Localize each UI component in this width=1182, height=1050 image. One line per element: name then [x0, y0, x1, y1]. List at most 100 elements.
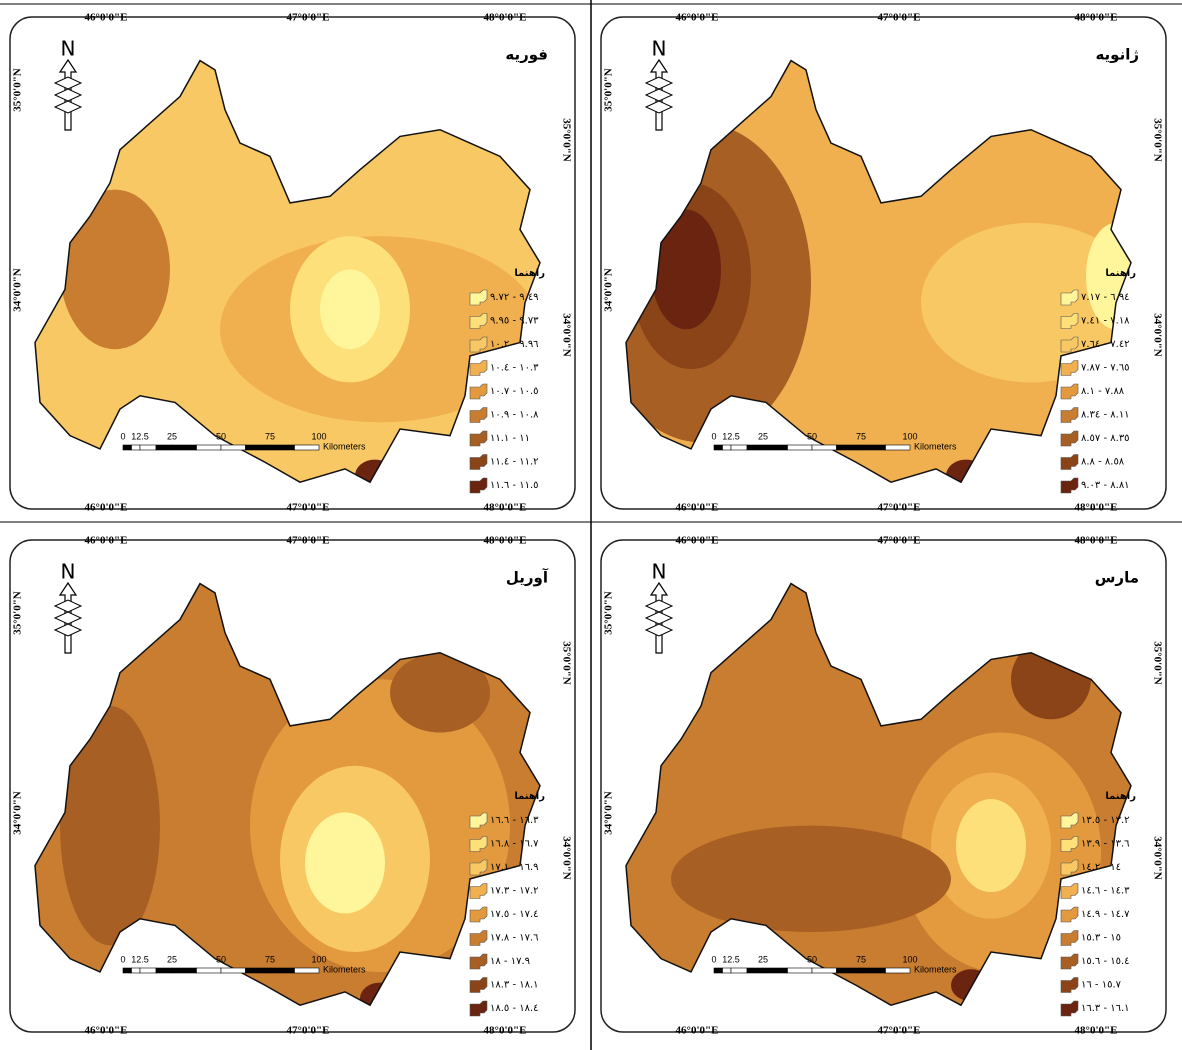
scale-tick-label: 12.5 — [131, 431, 149, 441]
latitude-label: 35°0'0"N — [12, 591, 24, 635]
scale-segment — [155, 444, 173, 451]
scale-segment — [131, 967, 141, 974]
legend-swatch — [1060, 1000, 1079, 1017]
legend-swatch — [1060, 313, 1079, 329]
legend-label: ١٧.٢ - ١٧.٣ — [490, 886, 539, 897]
legend-label: ٩.٧٣ - ٩.٩٥ — [490, 316, 539, 327]
scale-tick-label: 25 — [758, 431, 768, 441]
latitude-label: 34°0'0"N — [603, 268, 615, 312]
scale-tick-label: 75 — [265, 954, 275, 964]
scale-segment — [762, 967, 788, 974]
legend-label: ١٤ - ١٤.٢ — [1081, 862, 1121, 873]
legend-label: ٧.٤٢ - ٧.٦٤ — [1081, 339, 1130, 350]
latitude-label: 35°0'0"N — [1151, 118, 1163, 162]
legend-swatch — [469, 313, 488, 329]
latitude-label: 34°0'0"N — [603, 791, 615, 835]
legend-swatch — [469, 977, 488, 993]
scale-segment — [122, 967, 132, 974]
north-arrow-layer — [644, 88, 674, 102]
longitude-label: 46°0'0"E — [676, 535, 719, 547]
north-arrow-layer — [53, 100, 83, 114]
legend-swatch — [469, 812, 488, 829]
scale-tick-label: 50 — [807, 954, 817, 964]
scale-segment — [713, 967, 723, 974]
legend-swatch — [1060, 977, 1079, 993]
north-label: N — [652, 37, 667, 61]
latitude-label: 35°0'0"N — [603, 68, 615, 112]
scale-tick-label: 50 — [216, 954, 226, 964]
legend-label: ١٥ - ١٥.٣ — [1081, 933, 1121, 944]
longitude-label: 47°0'0"E — [287, 12, 330, 24]
legend-swatch — [1060, 883, 1079, 899]
legend-swatch — [469, 360, 488, 376]
scale-segment — [294, 444, 320, 451]
legend-swatch — [1060, 477, 1079, 494]
scale-unit: Kilometers — [914, 964, 957, 974]
legend-label: ٦.٩٤ - ٧.١٧ — [1081, 292, 1130, 303]
scale-tick-label: 0 — [120, 431, 125, 441]
contour-zone — [921, 222, 1131, 383]
latitude-label: 34°0'0"N — [560, 836, 572, 880]
north-arrow-layer — [53, 623, 83, 637]
longitude-label: 48°0'0"E — [1075, 535, 1118, 547]
legend-swatch — [1060, 383, 1079, 400]
latitude-label: 35°0'0"N — [560, 118, 572, 162]
scale-segment — [730, 967, 748, 974]
scale-tick-label: 0 — [711, 954, 716, 964]
scale-segment — [787, 444, 813, 451]
longitude-label: 46°0'0"E — [676, 502, 719, 514]
scale-segment — [722, 444, 732, 451]
legend-label: ٧.١٨ - ٧.٤١ — [1081, 316, 1130, 327]
scale-segment — [171, 967, 197, 974]
latitude-label: 34°0'0"N — [560, 313, 572, 357]
scale-segment — [860, 444, 886, 451]
scale-unit: Kilometers — [323, 964, 366, 974]
scale-segment — [811, 444, 837, 451]
legend-label: ٨.٣٥ - ٨.٥٧ — [1081, 433, 1130, 444]
scale-segment — [762, 444, 788, 451]
legend-label: ١٦.١ - ١٦.٣ — [1081, 1003, 1130, 1014]
legend-label: ١٧.٩ - ١٨ — [490, 956, 530, 967]
scale-tick-label: 50 — [216, 431, 226, 441]
legend-swatch — [469, 407, 488, 423]
panel-frame — [9, 16, 576, 510]
legend-swatch — [469, 477, 488, 494]
scale-tick-label: 100 — [902, 431, 917, 441]
legend-swatch — [469, 1000, 488, 1017]
north-arrow-layer — [644, 599, 674, 613]
latitude-label: 34°0'0"N — [12, 791, 24, 835]
contour-zone — [60, 705, 160, 946]
panel-frame — [9, 539, 576, 1033]
scale-segment — [220, 967, 246, 974]
legend-label: ١٣.٢ - ١٣.٥ — [1081, 815, 1130, 826]
map-title: فوریه — [505, 46, 548, 64]
longitude-label: 48°0'0"E — [1075, 1025, 1118, 1037]
legend-label: ١٣.٦ - ١٣.٩ — [1081, 839, 1130, 850]
scale-tick-label: 25 — [758, 954, 768, 964]
legend-label: ١١.٢ - ١١.٤ — [490, 457, 539, 468]
latitude-label: 35°0'0"N — [560, 641, 572, 685]
longitude-label: 46°0'0"E — [85, 1025, 128, 1037]
north-arrow-layer — [53, 76, 83, 90]
legend-swatch — [469, 930, 488, 946]
legend-swatch — [1060, 812, 1079, 829]
scale-tick-label: 25 — [167, 954, 177, 964]
legend-title: راهنما — [514, 268, 545, 279]
north-label: N — [61, 37, 76, 61]
scale-segment — [269, 967, 295, 974]
north-arrow-layer — [53, 611, 83, 625]
legend-swatch — [1060, 336, 1079, 353]
longitude-label: 46°0'0"E — [676, 1025, 719, 1037]
longitude-label: 47°0'0"E — [878, 1025, 921, 1037]
legend-label: ١٤.٣ - ١٤.٦ — [1081, 886, 1130, 897]
latitude-label: 34°0'0"N — [12, 268, 24, 312]
contour-zone — [305, 812, 385, 914]
scale-segment — [122, 444, 132, 451]
panel-frame — [600, 539, 1167, 1033]
scale-tick-label: 12.5 — [131, 954, 149, 964]
longitude-label: 47°0'0"E — [287, 535, 330, 547]
scale-segment — [836, 444, 862, 451]
legend-label: ١١ - ١١.١ — [490, 433, 530, 444]
legend-swatch — [469, 836, 488, 852]
